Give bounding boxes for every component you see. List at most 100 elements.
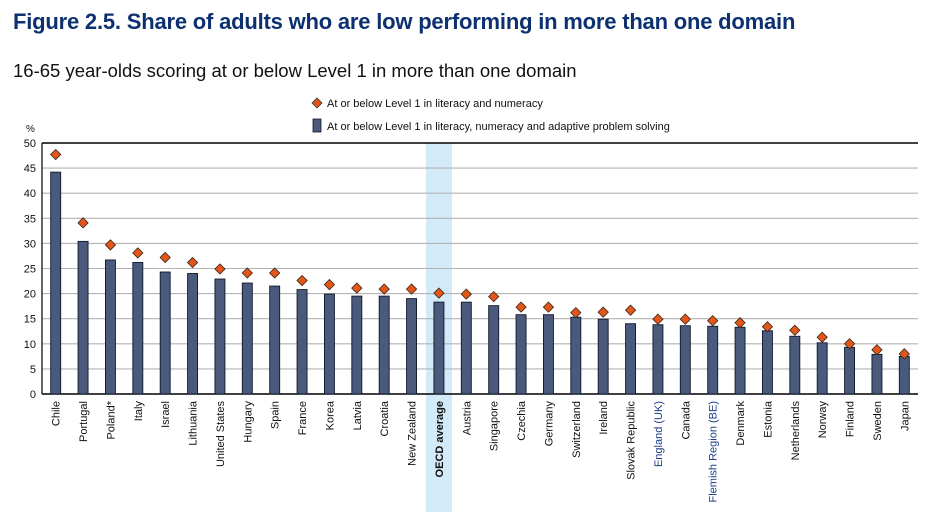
figure-subtitle: 16-65 year-olds scoring at or below Leve… (13, 60, 577, 81)
x-label-israel: Israel (160, 401, 172, 428)
x-label-estonia: Estonia (762, 400, 774, 438)
diamond-sweden (871, 344, 883, 356)
bar-ireland (597, 318, 609, 395)
x-label-new-zealand: New Zealand (407, 401, 419, 466)
bar-norway (816, 342, 828, 395)
bar-france (296, 289, 308, 395)
bar-germany (542, 314, 554, 395)
x-label-ireland: Ireland (598, 401, 610, 435)
diamond-united-states (214, 263, 226, 275)
diamond-flemish-region-be (707, 315, 719, 327)
x-label-singapore: Singapore (489, 401, 501, 451)
diamond-spain (269, 267, 281, 279)
bar-canada (679, 325, 691, 395)
diamond-croatia (378, 283, 390, 295)
bar-italy (132, 262, 144, 395)
bar-korea (323, 293, 335, 395)
bar-japan (898, 355, 910, 395)
y-tick-label: 15 (24, 314, 36, 326)
diamond-finland (843, 338, 856, 350)
diamond-poland (104, 239, 117, 251)
bar-israel (159, 271, 171, 395)
bar-denmark (734, 326, 746, 395)
diamond-korea (323, 278, 336, 291)
bar-england-uk (652, 324, 664, 395)
diamond-germany (542, 301, 555, 313)
bar-finland (844, 346, 856, 395)
bar-spain (269, 285, 281, 395)
x-label-hungary: Hungary (242, 401, 254, 443)
x-axis-labels: Chile Portugal Poland* Italy Israel Lithuania… (51, 400, 912, 502)
bar-latvia (351, 295, 363, 395)
x-label-france: France (297, 401, 309, 435)
y-tick-label: 30 (24, 238, 36, 250)
bar-chile (50, 171, 62, 395)
diamond-czechia (515, 301, 527, 313)
legend-swatch-bar (312, 118, 322, 133)
bar-sweden (871, 353, 883, 395)
x-label-flemish-region-be: Flemish Region (BE) (708, 401, 720, 502)
x-label-czechia: Czechia (516, 400, 528, 441)
x-label-england-uk: England (UK) (653, 401, 665, 467)
diamond-portugal (77, 217, 89, 229)
diamond-switzerland (570, 307, 582, 319)
diamond-new-zealand (405, 283, 418, 295)
x-label-croatia: Croatia (379, 400, 391, 436)
diamond-chile (50, 148, 62, 161)
bar-lithuania (187, 273, 199, 395)
x-label-poland: Poland* (105, 400, 117, 439)
diamond-latvia (351, 282, 363, 294)
x-label-oecd-average: OECD average (434, 401, 446, 477)
x-label-lithuania: Lithuania (188, 400, 200, 446)
bar-switzerland (570, 316, 582, 395)
x-label-germany: Germany (543, 401, 555, 447)
bar-series (50, 171, 910, 395)
diamond-canada (679, 313, 691, 325)
bar-new-zealand (406, 298, 418, 395)
x-label-norway: Norway (817, 401, 829, 439)
x-label-slovak-republic: Slovak Republic (626, 401, 638, 480)
x-label-united-states: United States (215, 401, 227, 468)
diamond-austria (460, 288, 472, 300)
x-label-canada: Canada (680, 400, 692, 439)
y-tick-label: 0 (30, 389, 36, 401)
bar-poland (104, 259, 116, 395)
diamond-england-uk (652, 313, 664, 325)
y-tick-label: 5 (30, 364, 36, 376)
diamond-series (50, 148, 910, 360)
diamond-lithuania (186, 256, 199, 269)
x-label-spain: Spain (270, 401, 282, 429)
bar-slovak-republic (625, 323, 637, 395)
x-label-italy: Italy (133, 401, 145, 422)
y-tick-label: 40 (24, 188, 36, 200)
bar-czechia (515, 314, 527, 395)
legend: At or below Level 1 in literacy and nume… (311, 97, 670, 133)
diamond-norway (816, 331, 828, 343)
bar-austria (460, 301, 472, 395)
bar-portugal (77, 240, 89, 395)
bar-flemish-region-be (707, 325, 719, 395)
diamond-france (296, 274, 308, 287)
bar-united-states (214, 278, 226, 395)
x-label-denmark: Denmark (735, 401, 747, 446)
y-tick-label: 25 (24, 264, 36, 276)
diamond-slovak-republic (624, 304, 637, 316)
gridlines (41, 142, 918, 395)
diamond-ireland (597, 306, 609, 318)
diamond-italy (132, 247, 144, 259)
y-tick-label: 45 (24, 163, 36, 175)
x-label-chile: Chile (51, 401, 63, 426)
legend-swatch-diamond (311, 97, 323, 109)
y-axis-unit-label: % (26, 124, 35, 135)
y-tick-label: 35 (24, 213, 36, 225)
bar-hungary (241, 282, 253, 395)
bar-oecd-average (433, 301, 445, 395)
diamond-netherlands (789, 324, 801, 336)
diamond-hungary (241, 267, 253, 279)
y-tick-label: 50 (24, 138, 36, 150)
x-label-sweden: Sweden (872, 401, 884, 441)
x-label-latvia: Latvia (352, 400, 364, 430)
bar-singapore (488, 305, 500, 395)
x-label-netherlands: Netherlands (790, 401, 802, 461)
